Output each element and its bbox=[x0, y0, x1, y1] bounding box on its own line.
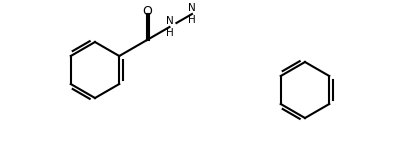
Text: N
H: N H bbox=[165, 16, 173, 38]
Text: O: O bbox=[142, 5, 151, 17]
Text: N
H: N H bbox=[188, 3, 195, 25]
